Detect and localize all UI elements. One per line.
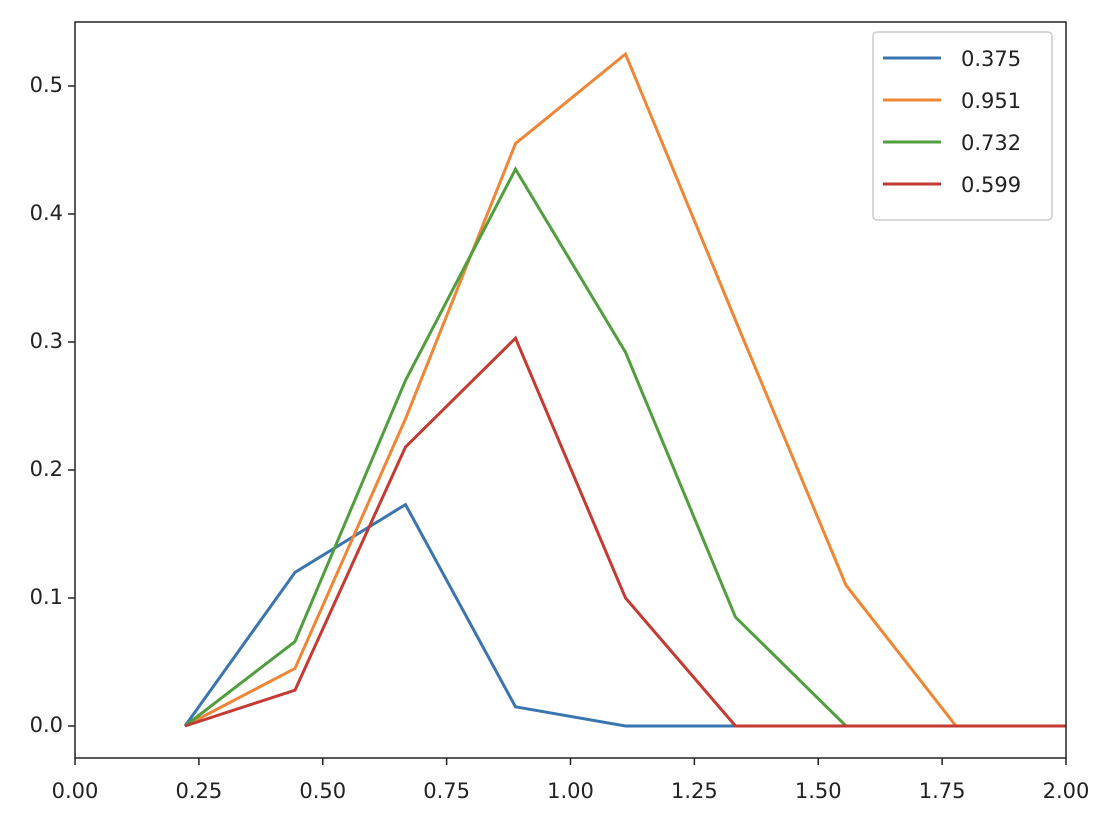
legend-label: 0.951 bbox=[961, 89, 1021, 113]
y-tick-label: 0.4 bbox=[30, 201, 63, 225]
plot-frame bbox=[74, 21, 1067, 759]
legend-label: 0.375 bbox=[961, 47, 1021, 71]
y-tick-label: 0.5 bbox=[30, 73, 63, 97]
y-tick-label: 0.3 bbox=[30, 329, 63, 353]
series-line bbox=[184, 51, 1066, 728]
y-tick-label: 0.2 bbox=[30, 457, 63, 481]
x-tick-label: 0.75 bbox=[423, 779, 470, 803]
y-tick-label: 0.1 bbox=[30, 585, 63, 609]
x-tick-label: 1.00 bbox=[547, 779, 594, 803]
x-tick-label: 1.75 bbox=[919, 779, 966, 803]
x-tick-label: 2.00 bbox=[1043, 779, 1090, 803]
y-tick-label: 0.0 bbox=[30, 713, 63, 737]
x-tick-label: 1.50 bbox=[795, 779, 842, 803]
legend-label: 0.599 bbox=[961, 173, 1021, 197]
x-tick-label: 1.25 bbox=[671, 779, 718, 803]
legend-box bbox=[872, 31, 1053, 221]
x-tick-label: 0.00 bbox=[52, 779, 99, 803]
x-tick-label: 0.25 bbox=[175, 779, 222, 803]
series-line bbox=[184, 335, 1066, 728]
x-tick-label: 0.50 bbox=[299, 779, 346, 803]
legend-label: 0.732 bbox=[961, 131, 1021, 155]
